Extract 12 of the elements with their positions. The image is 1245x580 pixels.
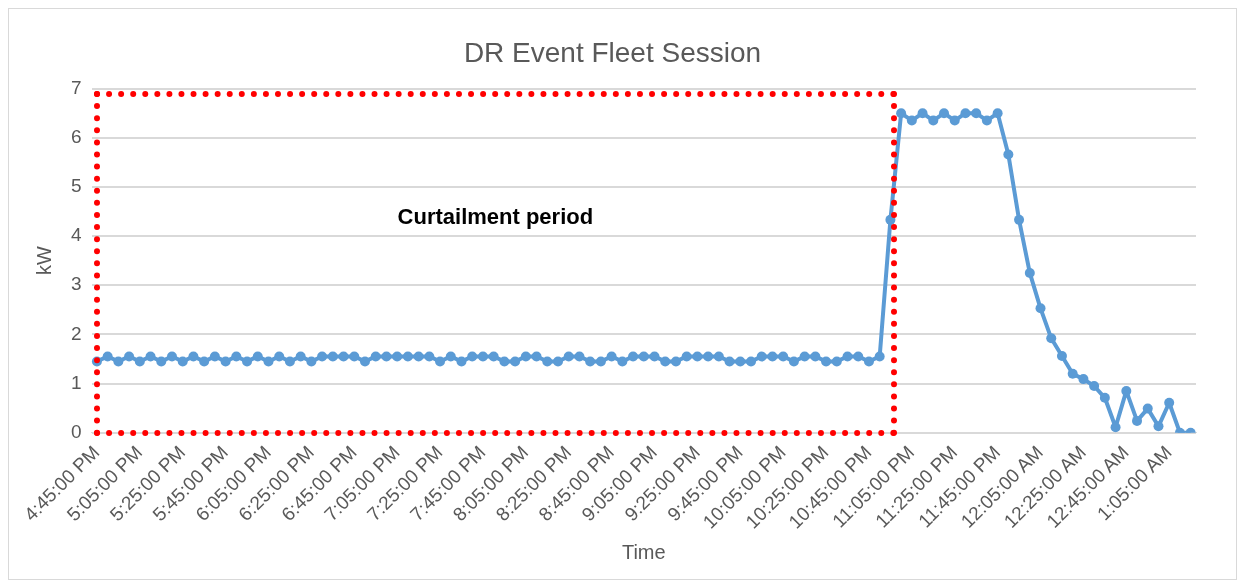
y-tick-label: 3	[70, 273, 82, 295]
y-tick-label: 0	[70, 420, 82, 442]
y-axis-title: kW	[32, 246, 55, 276]
annotation: Curtailment period	[396, 204, 595, 231]
chart-title: DR Event Fleet Session	[463, 36, 762, 68]
y-tick-label: 5	[70, 175, 82, 197]
y-tick-label: 2	[70, 322, 82, 344]
y-tick-label: 6	[70, 125, 82, 147]
y-tick-label: 1	[70, 371, 82, 393]
y-tick-label: 7	[70, 76, 82, 98]
y-tick-label: 4	[70, 224, 82, 246]
x-axis-title: Time	[621, 540, 666, 563]
